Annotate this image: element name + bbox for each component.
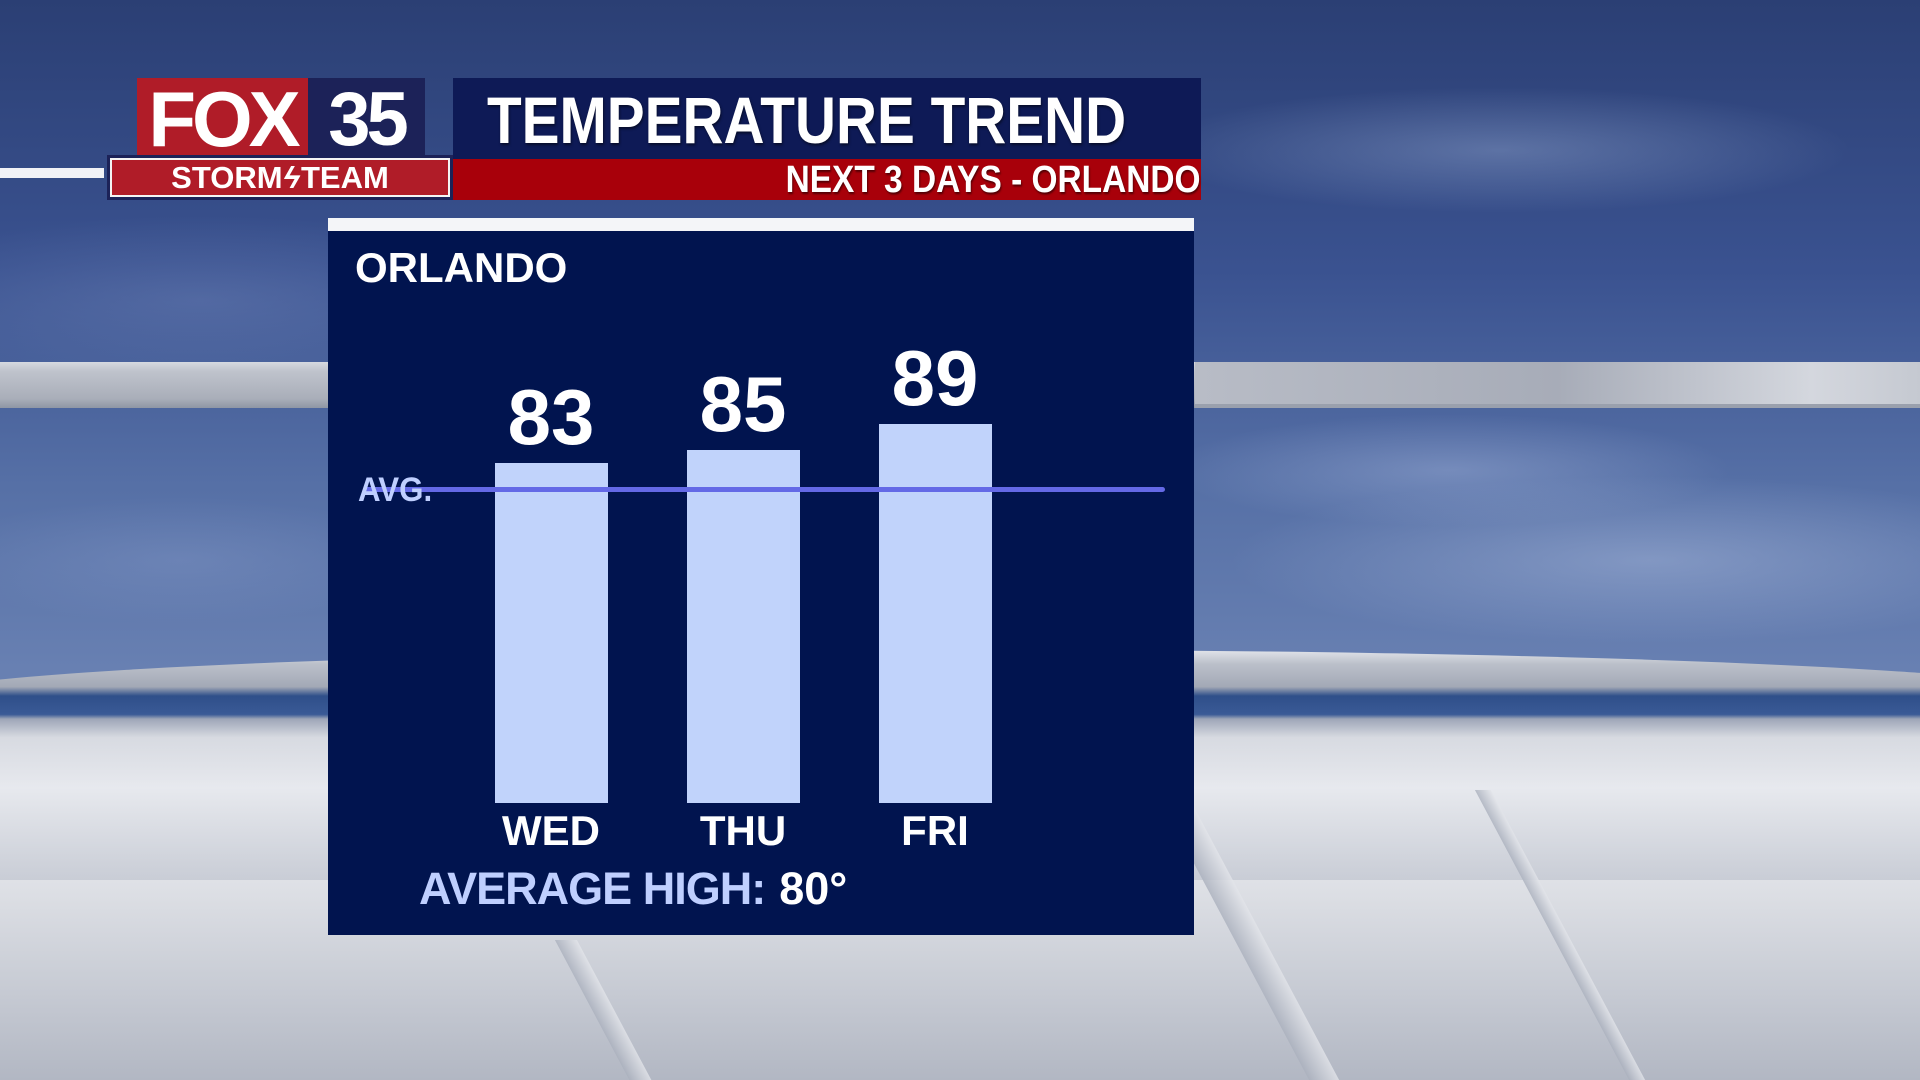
bar-value-label: 89 <box>891 334 979 422</box>
title-bar <box>453 78 1201 159</box>
logo-channel-number: 35 <box>308 78 425 162</box>
chart-location-label: ORLANDO <box>355 244 568 291</box>
average-high-annotation: AVERAGE HIGH: 80° <box>419 866 847 912</box>
logo-storm-team-badge: STORMϟTEAM <box>107 155 453 200</box>
logo-fox-text: FOX <box>137 78 308 160</box>
logo-streak-line <box>0 168 104 178</box>
average-line-label: AVG. <box>358 471 433 509</box>
bar-wed <box>495 463 608 803</box>
bar-value-label: 85 <box>699 360 787 448</box>
panel-top-accent <box>328 218 1194 231</box>
page-subtitle: NEXT 3 DAYS - ORLANDO <box>786 159 1201 201</box>
average-high-label: AVERAGE HIGH: <box>419 863 766 914</box>
background-rail-top-right <box>1195 362 1920 408</box>
logo-team-text: TEAM <box>300 160 389 195</box>
day-label-wed: WED <box>502 807 600 854</box>
bar-thu <box>687 450 800 803</box>
page-title: TEMPERATURE TREND <box>487 83 1127 157</box>
average-reference-line <box>363 487 1165 492</box>
bar-value-label: 83 <box>507 373 595 461</box>
subtitle-bar <box>453 159 1201 200</box>
lightning-bolt-icon: ϟ <box>283 160 300 195</box>
day-label-fri: FRI <box>901 807 969 854</box>
bar-fri <box>879 424 992 803</box>
average-high-value: 80° <box>779 863 848 914</box>
day-label-thu: THU <box>699 807 787 854</box>
logo-storm-text: STORM <box>171 160 283 195</box>
